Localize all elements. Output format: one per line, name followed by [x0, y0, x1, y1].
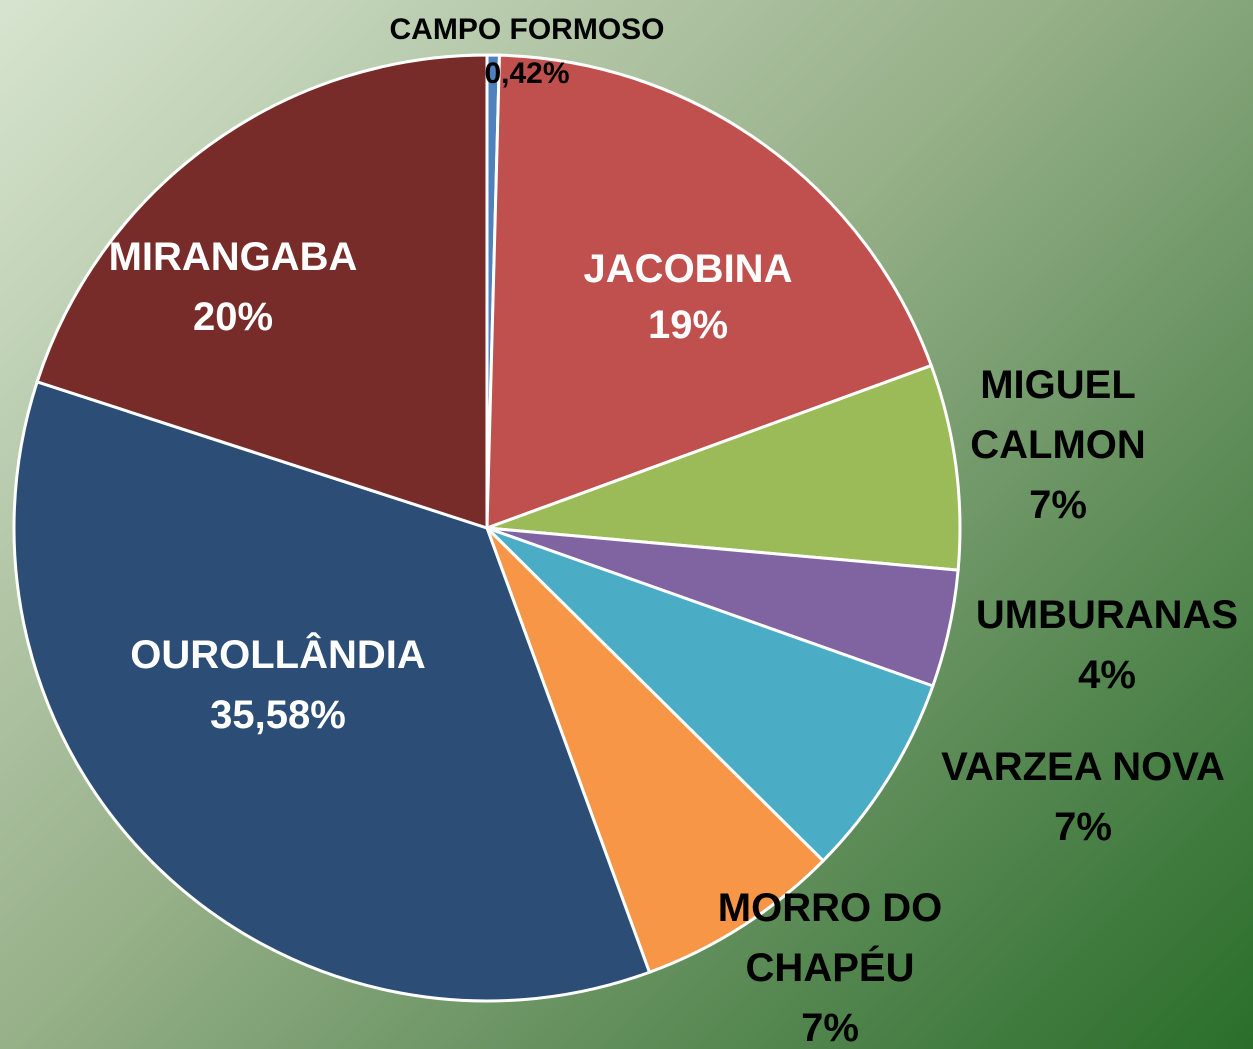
pie-slice	[485, 526, 826, 975]
value-label: 0,42%	[484, 57, 570, 90]
pie-slice	[12, 379, 652, 1003]
category-label: CAMPO FORMOSO	[389, 13, 665, 46]
value-label: 20%	[192, 295, 274, 339]
slice-label: MIRANGABA 20%	[109, 227, 358, 347]
value-label: 7%	[1054, 805, 1112, 849]
slice-label: CAMPO FORMOSO 0,42%	[390, 8, 665, 96]
category-label: MIGUEL CALMON	[970, 363, 1146, 467]
slice-label: UMBURANAS 4%	[976, 585, 1238, 705]
pie-slice	[486, 363, 962, 572]
value-label: 4%	[1078, 653, 1136, 697]
category-label: OUROLLÂNDIA	[130, 633, 426, 677]
value-label: 35,58%	[210, 693, 346, 737]
slice-label: MORRO DO CHAPÉU 7%	[695, 878, 965, 1049]
category-label: MORRO DO CHAPÉU	[717, 886, 943, 990]
value-label: 7%	[801, 1006, 859, 1049]
slice-label: OUROLLÂNDIA 35,58%	[130, 625, 426, 745]
pie-slice	[485, 53, 934, 531]
slice-label: VARZEA NOVA 7%	[941, 737, 1225, 857]
category-label: MIRANGABA	[108, 235, 358, 279]
value-label: 7%	[1029, 483, 1087, 527]
value-label: 19%	[647, 303, 729, 347]
category-label: UMBURANAS	[975, 593, 1239, 637]
pie-slice	[35, 53, 489, 531]
slice-label: MIGUEL CALMON 7%	[938, 355, 1178, 535]
pie-slice	[485, 526, 935, 863]
category-label: VARZEA NOVA	[941, 745, 1225, 789]
category-label: JACOBINA	[583, 247, 793, 291]
slice-label: JACOBINA 19%	[584, 241, 793, 353]
